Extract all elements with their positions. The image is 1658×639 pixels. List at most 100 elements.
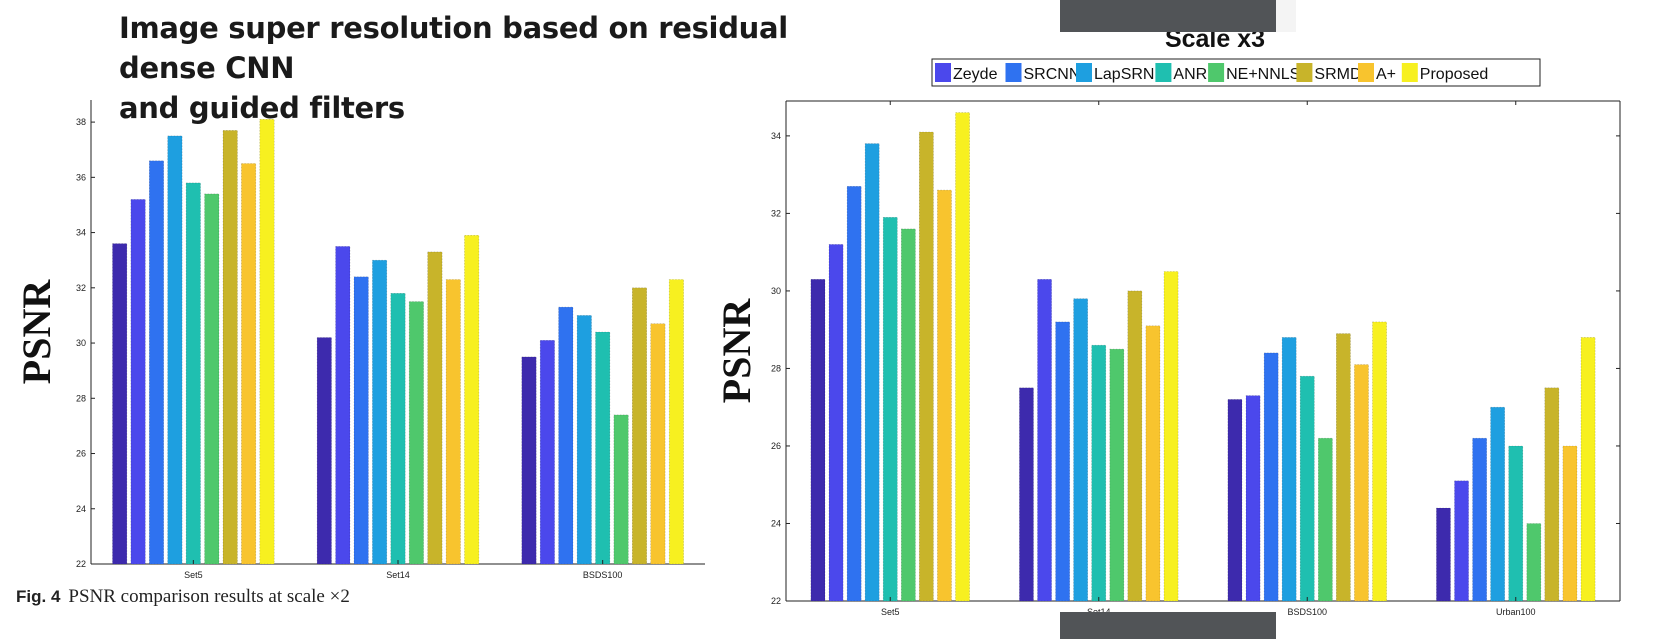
figure-caption: Fig. 4 PSNR comparison results at scale ×… <box>16 586 350 608</box>
bar <box>1508 445 1524 602</box>
bar <box>576 315 592 565</box>
bar <box>558 306 574 565</box>
bar <box>650 323 666 565</box>
bar <box>1127 290 1143 602</box>
y-tick-label: 28 <box>771 363 781 373</box>
y-tick-label: 32 <box>771 208 781 218</box>
legend-swatch <box>1005 63 1022 82</box>
bar <box>1073 298 1089 602</box>
bar <box>539 340 555 565</box>
bar <box>846 186 862 602</box>
bar <box>631 287 647 565</box>
bar <box>882 217 898 602</box>
bar <box>372 259 388 565</box>
x-tick-label: BSDS100 <box>1287 607 1327 617</box>
overlay-bar-edge <box>1276 0 1296 32</box>
x-tick-label: Set14 <box>386 570 410 580</box>
legend-swatch <box>1358 63 1374 82</box>
bar <box>445 279 461 565</box>
bar <box>1055 321 1071 602</box>
figure-caption-text: PSNR comparison results at scale ×2 <box>68 586 350 607</box>
bar <box>1372 321 1387 602</box>
y-tick-label: 24 <box>771 518 781 528</box>
bar <box>204 193 220 565</box>
bar <box>613 414 629 565</box>
x-tick-label: Urban100 <box>1496 607 1536 617</box>
bar <box>595 331 611 565</box>
x-tick-label: Set5 <box>184 570 203 580</box>
chart-scale-x2: 22 24 26 28 30 32 34 36 38 Set5 Set14 BSDS100 PSNR <box>14 100 705 580</box>
bar <box>1544 387 1560 602</box>
bar <box>167 135 183 565</box>
bar <box>1454 480 1469 602</box>
bar <box>130 199 146 565</box>
bar <box>1580 337 1596 602</box>
bar <box>1227 399 1243 602</box>
legend-label: NE+NNLS <box>1226 66 1300 83</box>
bar <box>1335 333 1351 602</box>
legend-swatch <box>1401 63 1418 82</box>
y-tick-label: 34 <box>76 228 86 238</box>
bar <box>316 337 332 565</box>
legend-label: SRMD <box>1314 66 1361 83</box>
legend-label: Zeyde <box>953 66 998 83</box>
bar <box>1490 406 1505 602</box>
bar <box>1145 325 1161 602</box>
legend-label: LapSRN <box>1094 66 1154 83</box>
bar <box>222 130 238 565</box>
y-tick-label: 34 <box>771 131 781 141</box>
bar <box>1472 437 1487 602</box>
figure-number: Fig. 4 <box>16 587 61 606</box>
bar <box>1109 348 1125 602</box>
bar <box>521 356 537 565</box>
bar <box>1245 395 1261 602</box>
bar <box>810 278 826 602</box>
bar <box>955 112 970 602</box>
bar <box>1091 344 1107 602</box>
y-axis-label: PSNR <box>14 279 59 385</box>
bar <box>1281 337 1297 602</box>
y-tick-label: 28 <box>76 393 86 403</box>
bar <box>1299 375 1315 602</box>
y-tick-label: 30 <box>771 286 781 296</box>
y-tick-label: 30 <box>76 338 86 348</box>
legend-label: Proposed <box>1420 66 1489 83</box>
bar <box>668 279 684 565</box>
bar <box>1037 278 1052 602</box>
bar <box>937 189 952 602</box>
y-tick-label: 22 <box>76 559 86 569</box>
y-tick-label: 24 <box>76 504 86 514</box>
bar <box>241 163 257 565</box>
bar <box>1526 523 1542 602</box>
bar <box>1019 387 1034 602</box>
bar <box>112 243 128 565</box>
y-tick-label: 36 <box>76 172 86 182</box>
bar <box>185 182 201 565</box>
y-tick-label: 26 <box>76 449 86 459</box>
y-axis-label: PSNR <box>720 298 759 404</box>
legend-swatch <box>1076 63 1092 82</box>
legend-label: A+ <box>1376 66 1396 83</box>
x-tick-label: Set5 <box>881 607 900 617</box>
legend-swatch <box>1155 63 1172 82</box>
bar <box>1436 507 1451 602</box>
legend-swatch <box>1208 63 1225 82</box>
bar <box>390 293 406 565</box>
bar <box>335 246 351 565</box>
legend-swatch <box>1296 63 1313 82</box>
legend-label: SRCNN <box>1024 66 1081 83</box>
bar <box>1263 352 1279 602</box>
bar <box>1163 271 1179 602</box>
bar <box>408 301 424 565</box>
bar <box>1562 445 1578 602</box>
page-title: Image super resolution based on residual… <box>119 8 879 128</box>
overlay-bar-top <box>1060 0 1276 32</box>
chart-scale-x3: 22242628303234Set5Set14BSDS100Urban100PS… <box>720 25 1621 617</box>
page-title-line-1: Image super resolution based on residual… <box>119 11 788 85</box>
x-tick-label: BSDS100 <box>583 570 623 580</box>
legend-label: ANR <box>1173 66 1207 83</box>
overlay-bar-bottom <box>1060 612 1276 639</box>
y-tick-label: 26 <box>771 441 781 451</box>
bar <box>919 131 934 602</box>
